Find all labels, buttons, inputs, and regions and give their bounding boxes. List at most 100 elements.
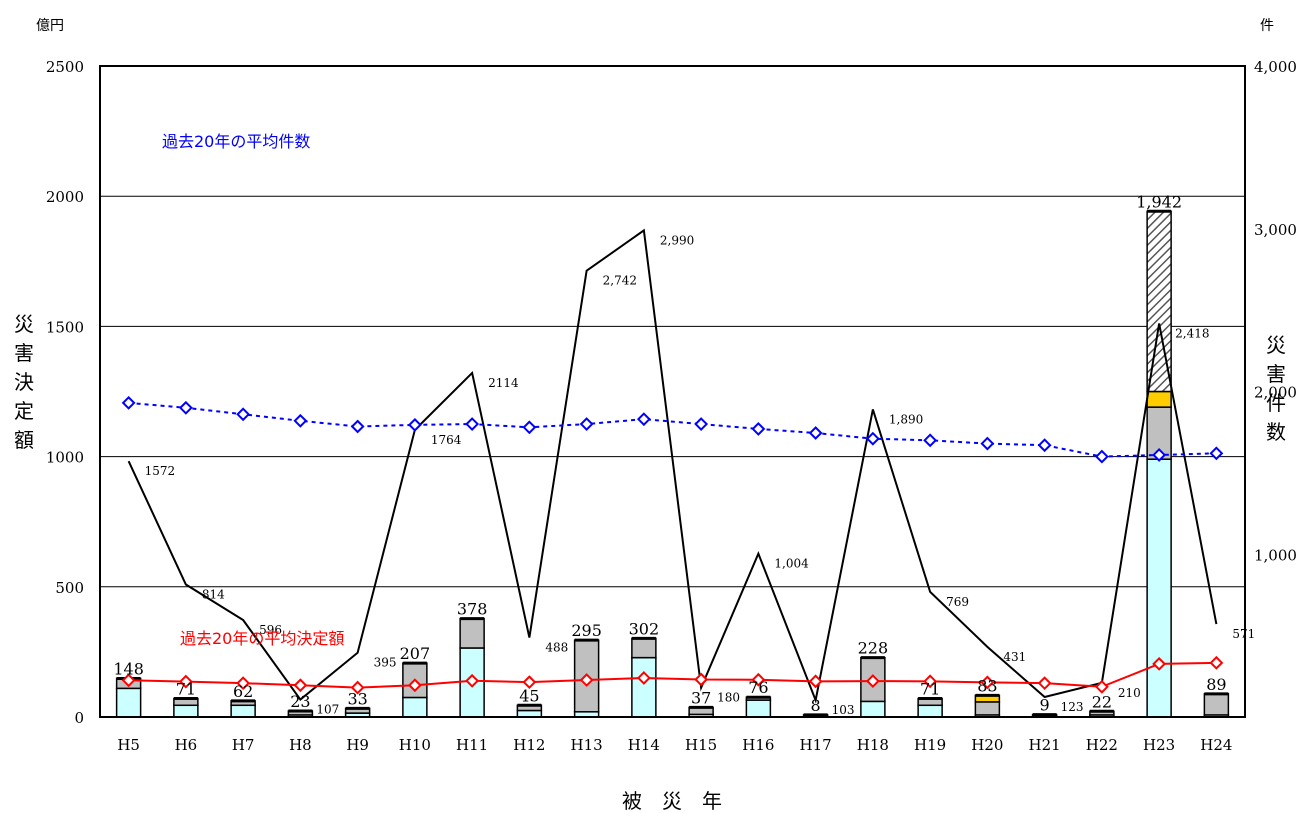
- x-tick-label: H21: [1029, 736, 1061, 754]
- x-tick-label: H13: [571, 736, 603, 754]
- right-tick-label: 1,000: [1254, 546, 1297, 564]
- avg-amount-marker: [350, 680, 365, 695]
- x-tick-label: H19: [914, 736, 946, 754]
- count-value-label: 1572: [145, 464, 176, 478]
- x-tick-label: H11: [456, 736, 488, 754]
- avg-count-marker: [1094, 449, 1109, 464]
- avg-count-marker: [407, 417, 422, 432]
- x-tick-label: H10: [399, 736, 431, 754]
- x-tick-label: H23: [1143, 736, 1175, 754]
- count-value-label: 814: [202, 588, 225, 602]
- bar-segment: [173, 704, 199, 718]
- avg-count-marker: [1209, 446, 1224, 461]
- count-value-label: 1,890: [889, 412, 923, 426]
- avg-count-marker: [178, 400, 193, 415]
- right-axis-unit: 件: [1260, 18, 1274, 34]
- left-tick-label: 1500: [46, 318, 84, 336]
- avg-amount-marker: [579, 673, 594, 687]
- x-tick-label: H22: [1086, 736, 1118, 754]
- bar-value-label: 9: [1040, 696, 1050, 715]
- avg-amount-marker: [980, 675, 995, 690]
- avg-amount-marker: [751, 672, 766, 687]
- axis-title-char: 数: [1266, 420, 1286, 444]
- avg-count-marker: [751, 422, 766, 436]
- bar-segment: [402, 696, 428, 718]
- plot-frame: [99, 65, 1246, 718]
- bar-segment: [1203, 693, 1230, 716]
- bar-segment: [459, 617, 485, 649]
- left-tick-label: 2500: [46, 58, 84, 76]
- bar-segment: [631, 637, 657, 659]
- right-tick-label: 2,000: [1254, 384, 1297, 402]
- x-tick-label: H7: [232, 736, 255, 754]
- avg-amount-marker: [293, 678, 308, 693]
- bar-segment: [115, 687, 142, 718]
- x-tick-label: H24: [1200, 736, 1232, 754]
- count-value-label: 395: [374, 656, 397, 670]
- avg-amount-marker: [923, 674, 938, 689]
- bar-value-label: 23: [290, 692, 310, 711]
- bar-segment: [1146, 458, 1172, 718]
- count-value-label: 107: [316, 703, 339, 717]
- avg-amount-marker: [694, 672, 709, 687]
- right-axis-ticks: 1,000 2,000 3,000 4,000: [1254, 58, 1297, 564]
- bar-value-label: 295: [571, 621, 602, 640]
- avg-amount-marker: [865, 674, 880, 688]
- bar-value-label: 71: [920, 680, 940, 699]
- bar-value-label: 83: [977, 676, 997, 695]
- x-tick-label: H8: [289, 736, 312, 754]
- avg-amount-marker: [808, 674, 823, 689]
- count-value-label: 769: [946, 595, 969, 609]
- avg-count-marker: [350, 419, 365, 434]
- bar-value-label: 207: [400, 644, 431, 663]
- count-value-label: 571: [1232, 627, 1255, 641]
- bar-value-label: 71: [176, 680, 196, 699]
- left-tick-label: 500: [55, 579, 84, 597]
- x-tick-label: H9: [346, 736, 369, 754]
- count-value-label: 596: [259, 623, 282, 637]
- count-value-label: 1764: [431, 433, 462, 447]
- avg-amount-marker: [465, 673, 480, 688]
- avg-amount-marker: [1094, 679, 1109, 694]
- data-labels: 148 71 62 23 33 207 378 45 295 302 37 76 8 228 71 83 9 22…: [113, 192, 1255, 717]
- x-tick-label: H14: [628, 736, 660, 754]
- count-value-label: 103: [832, 703, 855, 717]
- avg-amount-marker: [236, 676, 251, 691]
- avg-count-marker: [636, 412, 651, 427]
- avg-amount-legend: 過去20年の平均決定額: [180, 629, 344, 648]
- count-value-label: 180: [717, 691, 740, 705]
- lines: [121, 228, 1224, 704]
- x-tick-label: H16: [742, 736, 774, 754]
- avg-count-legend: 過去20年の平均件数: [162, 132, 310, 151]
- left-tick-label: 0: [74, 709, 84, 727]
- avg-count-marker: [1152, 448, 1167, 462]
- axis-title-char: 害: [1266, 362, 1286, 386]
- x-axis-ticks: H5 H6 H7 H8 H9 H10 H11 H12 H13 H14 H15 H16 H17 H18 H19…: [117, 736, 1232, 754]
- avg-count-line: [128, 401, 1217, 458]
- bar-value-label: 33: [347, 689, 367, 708]
- x-tick-label: H20: [971, 736, 1003, 754]
- axis-title-char: 額: [14, 428, 34, 452]
- bar-segment: [917, 704, 943, 718]
- x-axis-title: 被 災 年: [622, 789, 722, 813]
- count-value-label: 210: [1118, 686, 1141, 700]
- x-tick-label: H12: [513, 736, 545, 754]
- bar-value-label: 148: [113, 659, 144, 678]
- avg-count-marker: [579, 417, 594, 431]
- avg-count-marker: [121, 395, 136, 410]
- gridlines: [100, 195, 1245, 588]
- avg-amount-line: [128, 661, 1217, 689]
- right-tick-label: 3,000: [1254, 221, 1297, 239]
- x-tick-label: H18: [857, 736, 889, 754]
- bar-segment: [860, 700, 886, 718]
- avg-count-marker: [293, 413, 308, 428]
- bar-value-label: 89: [1206, 675, 1226, 694]
- bar-segment: [745, 699, 772, 718]
- axis-title-char: 定: [14, 399, 34, 423]
- x-tick-label: H17: [800, 736, 832, 754]
- avg-amount-marker: [636, 671, 651, 685]
- avg-amount-marker: [407, 678, 422, 693]
- left-axis-unit: 億円: [36, 18, 64, 34]
- bar-value-label: 45: [519, 686, 539, 705]
